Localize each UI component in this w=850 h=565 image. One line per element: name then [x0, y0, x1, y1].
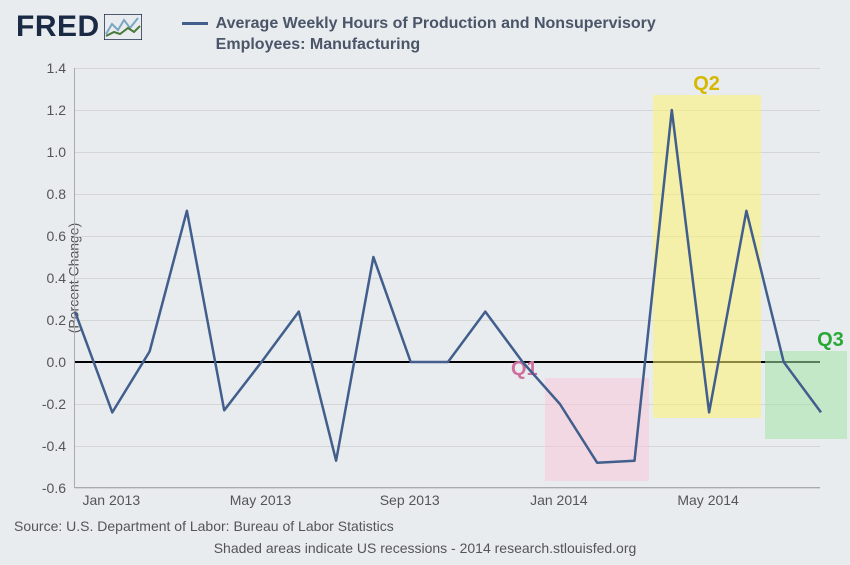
legend-label: Average Weekly Hours of Production and N… — [216, 14, 722, 56]
y-tick-label: -0.2 — [26, 396, 66, 412]
y-tick-label: 1.2 — [26, 102, 66, 118]
fred-logo: FRED — [16, 10, 142, 44]
x-tick-label: Jan 2013 — [82, 492, 140, 508]
chart-plot: (Percent Change) Q1Q2Q3 -0.6-0.4-0.20.00… — [74, 68, 820, 488]
x-tick-label: May 2013 — [230, 492, 291, 508]
y-tick-label: 1.4 — [26, 60, 66, 76]
y-tick-label: 0.6 — [26, 228, 66, 244]
y-tick-label: 0.0 — [26, 354, 66, 370]
x-tick-label: May 2014 — [677, 492, 738, 508]
line-series — [75, 68, 821, 488]
y-tick-label: 0.4 — [26, 270, 66, 286]
y-tick-label: 1.0 — [26, 144, 66, 160]
y-tick-label: -0.6 — [26, 480, 66, 496]
y-tick-label: 0.8 — [26, 186, 66, 202]
legend-swatch — [182, 22, 208, 25]
x-tick-label: Sep 2013 — [380, 492, 440, 508]
gridline — [75, 488, 820, 489]
logo-text: FRED — [16, 10, 100, 44]
footer-note: Shaded areas indicate US recessions - 20… — [0, 540, 850, 556]
legend: Average Weekly Hours of Production and N… — [182, 14, 722, 56]
source-citation: Source: U.S. Department of Labor: Bureau… — [14, 518, 394, 534]
x-tick-label: Jan 2014 — [530, 492, 588, 508]
logo-chart-icon — [104, 14, 142, 40]
y-tick-label: -0.4 — [26, 438, 66, 454]
annotation-q3: Q3 — [817, 329, 844, 352]
y-tick-label: 0.2 — [26, 312, 66, 328]
